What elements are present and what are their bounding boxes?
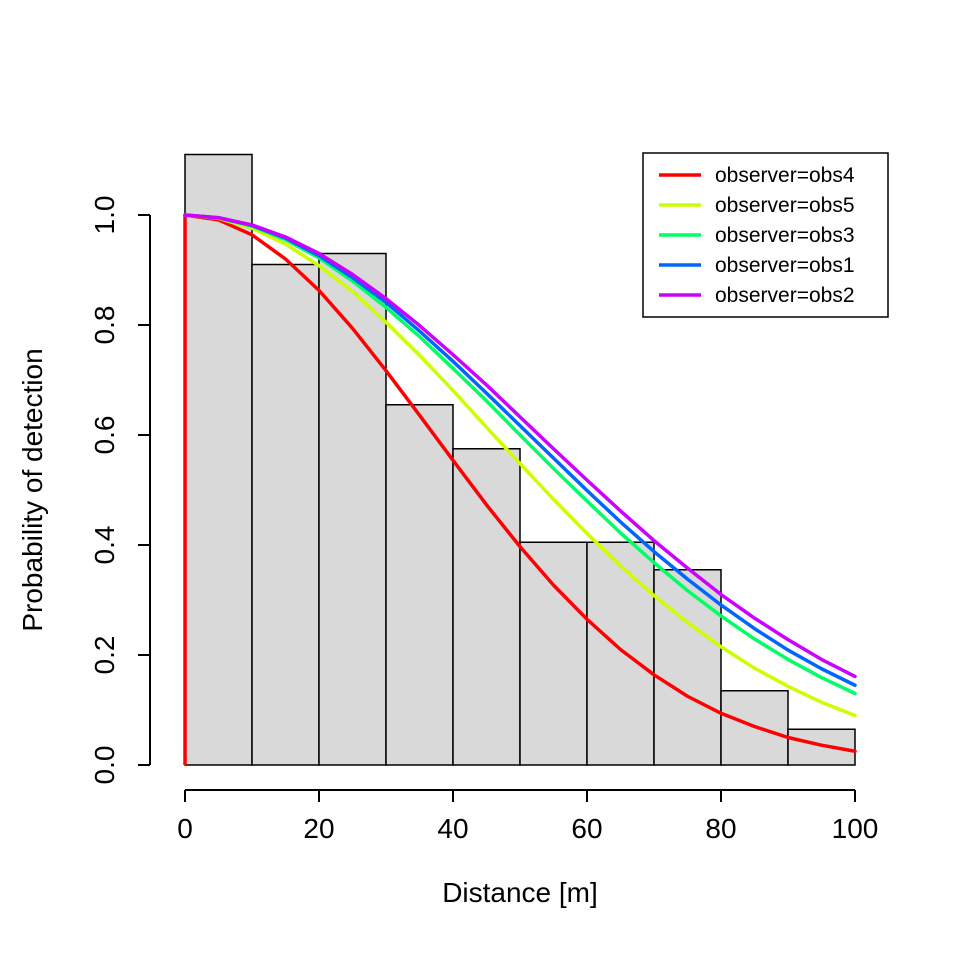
histogram-bar bbox=[653, 569, 722, 766]
histogram-bars bbox=[184, 153, 856, 766]
curve-obs2 bbox=[183, 213, 857, 679]
x-tick-label: 40 bbox=[437, 813, 468, 844]
y-tick-label: 0.6 bbox=[89, 416, 120, 455]
y-tick-label: 1.0 bbox=[89, 196, 120, 235]
x-tick-label: 20 bbox=[303, 813, 334, 844]
legend-entry-label: observer=obs3 bbox=[715, 224, 855, 247]
histogram-bar bbox=[519, 541, 588, 766]
axes: 0.0 0.2 0.4 0.6 0.8 1.0 0 20 40 60 80 100 bbox=[89, 196, 878, 844]
x-tick-label: 60 bbox=[571, 813, 602, 844]
x-tick-label: 100 bbox=[832, 813, 879, 844]
x-tick-label: 80 bbox=[705, 813, 736, 844]
y-tick-label: 0.8 bbox=[89, 306, 120, 345]
histogram-bar bbox=[251, 263, 320, 766]
legend-entry-label: observer=obs2 bbox=[715, 284, 855, 307]
histogram-bar bbox=[452, 448, 521, 766]
histogram-bar bbox=[586, 541, 655, 766]
legend-entry-label: observer=obs5 bbox=[715, 194, 855, 217]
detection-function-curves bbox=[183, 213, 857, 765]
y-axis-title: Probability of detection bbox=[17, 348, 48, 631]
histogram-bar bbox=[385, 404, 454, 766]
curve-obs4 bbox=[183, 213, 857, 753]
histogram-bar bbox=[318, 252, 387, 766]
legend-entry-label: observer=obs1 bbox=[715, 254, 855, 277]
legend-entry-label: observer=obs4 bbox=[715, 164, 855, 187]
x-axis-title: Distance [m] bbox=[442, 877, 598, 908]
histogram-bar bbox=[787, 728, 856, 766]
y-tick-label: 0.4 bbox=[89, 526, 120, 565]
y-tick-label: 0.2 bbox=[89, 636, 120, 675]
curve-obs5 bbox=[183, 213, 857, 718]
x-tick-label: 0 bbox=[177, 813, 193, 844]
histogram-bar bbox=[184, 153, 253, 766]
legend: observer=obs4 observer=obs5 observer=obs3 o… bbox=[642, 152, 889, 318]
y-tick-label: 0.0 bbox=[89, 746, 120, 785]
